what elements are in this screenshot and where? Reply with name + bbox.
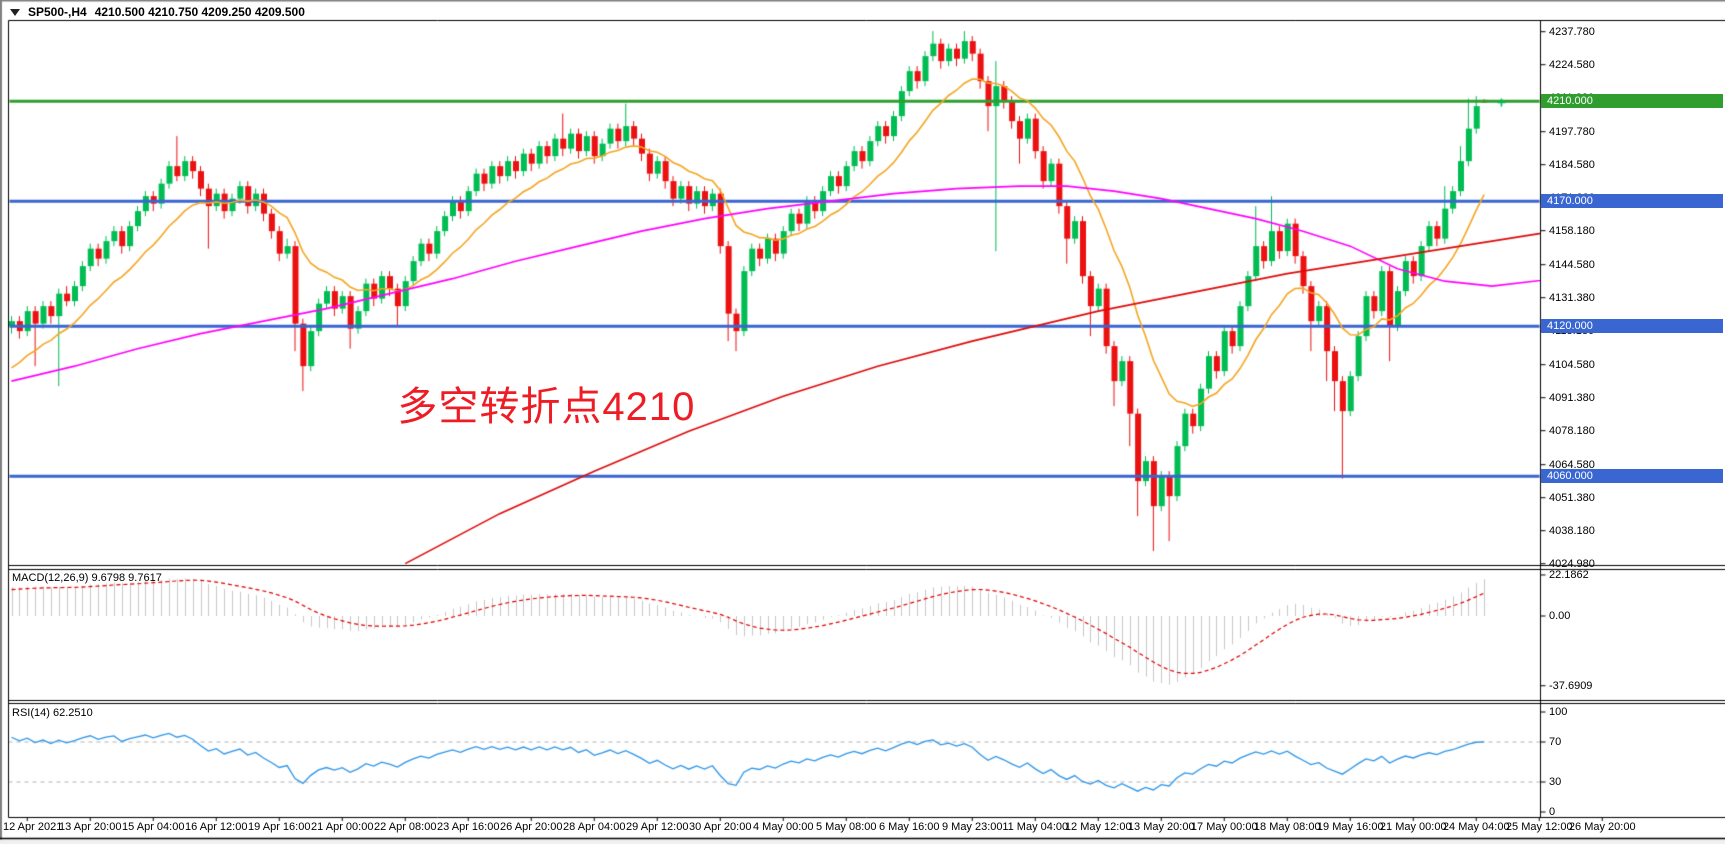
- rsi-name: RSI(14): [12, 707, 50, 719]
- macd-name: MACD(12,26,9): [12, 572, 89, 584]
- price-tick-label: 4144.580: [1549, 258, 1595, 271]
- date-label: 24 May 04:00: [1442, 821, 1510, 833]
- date-label: 23 Apr 16:00: [437, 821, 500, 833]
- date-label: 15 Apr 04:00: [122, 821, 185, 833]
- price-tick-label: 4091.380: [1549, 391, 1595, 404]
- macd-indicator-label: MACD(12,26,9) 9.6798 9.7617: [12, 572, 162, 584]
- rsi-tick-label: 100: [1549, 706, 1568, 718]
- rsi-tick-label: 0: [1549, 806, 1556, 818]
- date-label: 26 Apr 20:00: [500, 821, 563, 833]
- price-tick-label: 4224.580: [1549, 58, 1595, 71]
- rsi-tick-label: 30: [1549, 776, 1562, 788]
- date-label: 5 May 08:00: [815, 821, 877, 833]
- price-tick-label: 4038.180: [1549, 524, 1595, 537]
- date-label: 21 May 00:00: [1379, 821, 1447, 833]
- date-label: 18 May 08:00: [1253, 821, 1321, 833]
- macd-values: 9.6798 9.7617: [91, 572, 162, 584]
- chart-symbol-period: SP500-,H4: [28, 5, 87, 19]
- annotation-text[interactable]: 多空转折点4210: [397, 385, 696, 430]
- chart-menu-icon[interactable]: [10, 8, 20, 16]
- price-tick-label: 4158.180: [1549, 224, 1595, 237]
- date-label: 28 Apr 04:00: [563, 821, 626, 833]
- rsi-value: 62.2510: [52, 707, 93, 719]
- date-label: 22 Apr 08:00: [374, 821, 437, 833]
- price-tick-label: 4131.380: [1549, 291, 1595, 304]
- hline-price-label: 4060.000: [1541, 469, 1723, 484]
- price-tick-label: 4051.380: [1549, 491, 1595, 504]
- rsi-indicator-label: RSI(14) 62.2510: [12, 707, 93, 719]
- date-label: 4 May 00:00: [752, 821, 814, 833]
- price-tick-label: 4078.180: [1549, 424, 1595, 437]
- date-label: 16 Apr 12:00: [185, 821, 248, 833]
- chart-title-bar: SP500-,H4 4210.500 4210.750 4209.250 420…: [10, 4, 305, 20]
- date-label: 19 May 16:00: [1316, 821, 1384, 833]
- date-label: 12 Apr 2021: [3, 821, 63, 833]
- date-label: 30 Apr 20:00: [689, 821, 752, 833]
- macd-tick-label: -37.6909: [1549, 679, 1593, 692]
- price-tick-label: 4024.980: [1549, 557, 1595, 570]
- date-label: 12 May 12:00: [1064, 821, 1132, 833]
- price-tick-label: 4184.580: [1549, 158, 1595, 171]
- price-tick-label: 4197.780: [1549, 125, 1595, 138]
- date-label: 25 May 12:00: [1505, 821, 1573, 833]
- date-label: 26 May 20:00: [1568, 821, 1636, 833]
- hline-price-label: 4170.000: [1541, 194, 1723, 209]
- date-label: 9 May 23:00: [941, 821, 1003, 833]
- date-label: 13 Apr 20:00: [59, 821, 122, 833]
- price-tick-label: 4104.580: [1549, 358, 1595, 371]
- price-tick-label: 4064.580: [1549, 458, 1595, 471]
- date-label: 19 Apr 16:00: [248, 821, 311, 833]
- rsi-tick-label: 70: [1549, 736, 1562, 748]
- date-label: 11 May 04:00: [1002, 821, 1069, 833]
- date-label: 21 Apr 00:00: [311, 821, 374, 833]
- date-label: 29 Apr 12:00: [626, 821, 689, 833]
- chart-ohlc-readout: 4210.500 4210.750 4209.250 4209.500: [94, 5, 305, 19]
- hline-price-label: 4210.000: [1541, 94, 1723, 109]
- date-label: 6 May 16:00: [878, 821, 940, 833]
- date-label: 13 May 20:00: [1127, 821, 1195, 833]
- hline-price-label: 4120.000: [1541, 319, 1723, 334]
- macd-tick-label: 0.00: [1549, 610, 1571, 622]
- macd-tick-label: 22.1862: [1549, 568, 1589, 581]
- price-tick-label: 4237.780: [1549, 25, 1595, 38]
- date-label: 17 May 00:00: [1190, 821, 1258, 833]
